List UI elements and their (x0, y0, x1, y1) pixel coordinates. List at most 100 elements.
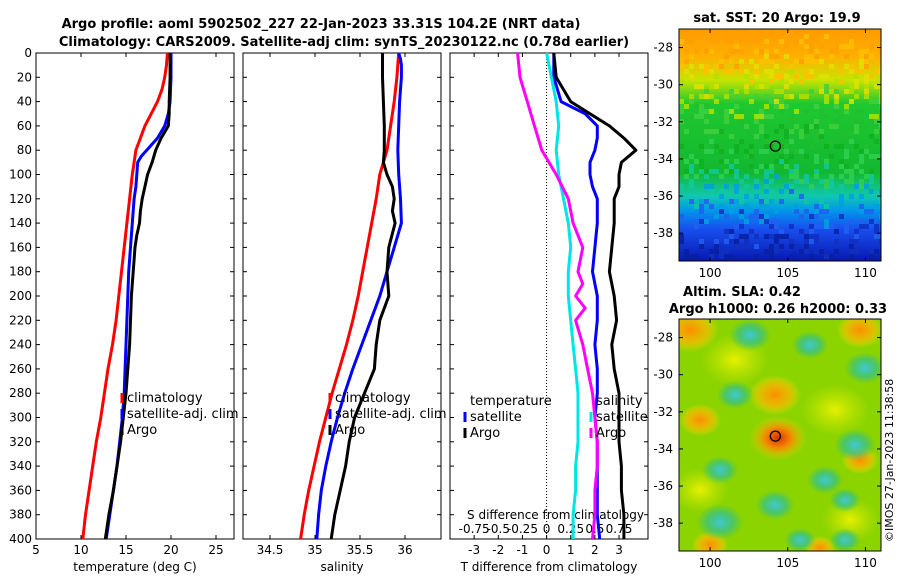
series-s-satellite (545, 52, 580, 539)
legend-title: salinity (596, 394, 643, 409)
top-tick-label: -0.5 (487, 522, 510, 536)
x-tick-label: 1 (567, 543, 575, 557)
legend-title: temperature (470, 394, 552, 409)
y-tick-label: 380 (9, 508, 32, 522)
y-tick-label: 240 (9, 338, 32, 352)
x-tick-label: 34.5 (257, 543, 284, 557)
top-axis-label: S difference from climatology (467, 508, 644, 522)
legend-label: climatology (127, 391, 203, 406)
legend-label: Argo (470, 426, 500, 441)
x-tick-label: -3 (468, 543, 480, 557)
x-tick-label: 25 (208, 543, 223, 557)
series-satellite-adj-clim (315, 52, 403, 540)
sla-field (679, 319, 881, 551)
map-y-tick-label: -30 (653, 78, 673, 92)
y-tick-label: 20 (17, 70, 32, 84)
y-tick-label: 300 (9, 411, 32, 425)
x-tick-label: 36 (397, 543, 412, 557)
x-tick-label: 3 (615, 543, 623, 557)
map-y-tick-label: -36 (653, 479, 673, 493)
series-argo (329, 53, 397, 540)
y-tick-label: 400 (9, 532, 32, 546)
sla-map: Altim. SLA: 0.42 Argo h1000: 0.26 h2000:… (653, 285, 887, 570)
legend-label: Argo (596, 426, 626, 441)
legend-label: satellite (596, 410, 648, 425)
map-x-tick-label: 110 (854, 556, 877, 570)
map-y-tick-label: -28 (653, 331, 673, 345)
legend-label: climatology (335, 391, 411, 406)
sst-field (679, 29, 881, 261)
y-tick-label: 120 (9, 192, 32, 206)
map-x-tick-label: 110 (854, 266, 877, 280)
series-climatology (299, 52, 401, 540)
imos-watermark: ©IMOS 27-Jan-2023 11:38:58 (883, 379, 896, 542)
y-tick-label: 260 (9, 362, 32, 376)
map-y-tick-label: -38 (653, 226, 673, 240)
series-climatology (81, 52, 169, 540)
legend-label: satellite-adj. clim (127, 407, 239, 422)
map-x-tick-label: 100 (699, 556, 722, 570)
profile-panel-difference: -3 -2 -1 0 1 2 3 T difference from climatology S… (449, 52, 649, 574)
series-t-argo (552, 52, 638, 539)
y-tick-label: 280 (9, 386, 32, 400)
x-tick-label: 10 (73, 543, 88, 557)
legend-label: Argo (335, 423, 365, 438)
y-tick-label: 140 (9, 216, 32, 230)
profile-panel-salinity: 34.5 35 35.5 36 salinity climatologysatellite… (242, 52, 447, 574)
top-tick-label: -0.25 (507, 522, 538, 536)
x-tick-label: 20 (163, 543, 178, 557)
plot-frame (35, 52, 235, 540)
map-y-tick-label: -36 (653, 189, 673, 203)
legend-label: satellite-adj. clim (335, 407, 447, 422)
x-tick-label: 2 (591, 543, 599, 557)
legend-label: satellite (470, 410, 522, 425)
x-tick-label: -2 (492, 543, 504, 557)
y-tick-label: 180 (9, 265, 32, 279)
y-tick-label: 40 (17, 95, 32, 109)
map-y-tick-label: -32 (653, 115, 673, 129)
sla-map-title2: Argo h1000: 0.26 h2000: 0.33 (669, 302, 887, 317)
x-tick-label: 15 (118, 543, 133, 557)
y-tick-label: 80 (17, 143, 32, 157)
y-tick-label: 360 (9, 483, 32, 497)
x-axis-label: T difference from climatology (460, 560, 638, 574)
map-y-tick-label: -34 (653, 152, 673, 166)
top-tick-label: -0.75 (459, 522, 490, 536)
top-tick-label: 0.25 (557, 522, 584, 536)
title-line1: Argo profile: aoml 5902502_227 22-Jan-20… (62, 17, 581, 32)
y-tick-label: 220 (9, 313, 32, 327)
sst-map-title: sat. SST: 20 Argo: 19.9 (693, 11, 860, 26)
x-axis-label: temperature (deg C) (73, 560, 196, 574)
map-x-tick-label: 105 (776, 266, 799, 280)
plot-frame (242, 52, 442, 540)
sst-map: sat. SST: 20 Argo: 19.9 100 105 110 -28 -30 -… (653, 11, 882, 280)
map-y-tick-label: -30 (653, 368, 673, 382)
y-tick-label: 160 (9, 240, 32, 254)
profile-panel-temperature: 0 20 40 60 80 100 120 140 160 180 200 220 240 260 280 3… (9, 46, 239, 574)
y-tick-label: 320 (9, 435, 32, 449)
top-tick-label: 0 (543, 522, 551, 536)
map-x-tick-label: 105 (776, 556, 799, 570)
sla-argo-marker (769, 430, 781, 442)
map-x-tick-label: 100 (699, 266, 722, 280)
x-tick-label: 0 (543, 543, 551, 557)
y-tick-label: 60 (17, 119, 32, 133)
map-y-tick-label: -34 (653, 442, 673, 456)
title-line2: Climatology: CARS2009. Satellite-adj cli… (59, 35, 629, 50)
x-axis-label: salinity (320, 560, 363, 574)
x-tick-label: 35.5 (347, 543, 374, 557)
top-tick-label: 0.75 (606, 522, 633, 536)
series-s-argo (516, 52, 599, 540)
x-tick-label: 35 (307, 543, 322, 557)
y-tick-label: 100 (9, 168, 32, 182)
y-tick-label: 200 (9, 289, 32, 303)
x-tick-label: -1 (516, 543, 528, 557)
y-tick-label: 0 (24, 46, 32, 60)
legend-label: Argo (127, 423, 157, 438)
map-y-tick-label: -28 (653, 41, 673, 55)
y-tick-label: 340 (9, 459, 32, 473)
profile-panels: 0204060801001201401601802002202402602803… (9, 46, 649, 574)
x-tick-label: 5 (32, 543, 40, 557)
plot-frame (449, 52, 649, 540)
